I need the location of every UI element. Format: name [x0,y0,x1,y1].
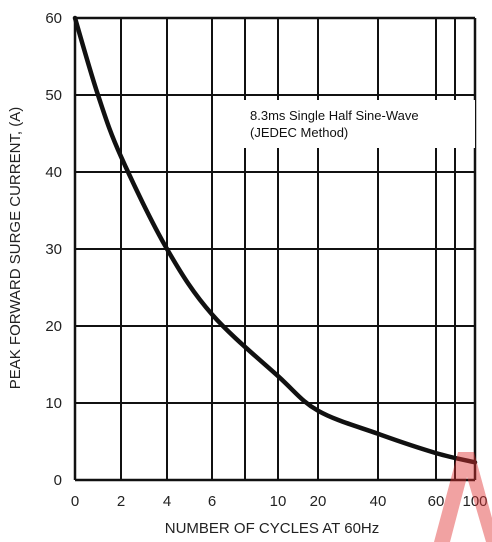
y-tick-label: 20 [45,318,62,335]
tick-labels: 0 10 20 30 40 50 60 0 2 4 6 10 20 40 60 100 [45,10,487,510]
x-tick-label: 0 [71,493,79,510]
x-tick-label: 60 [428,493,445,510]
x-tick-label: 4 [163,493,171,510]
y-tick-label: 40 [45,164,62,181]
chart-marks [72,15,478,465]
watermark-shape [434,452,492,542]
y-tick-label: 0 [54,472,62,489]
y-tick-label: 60 [45,10,62,27]
y-tick-label: 30 [45,241,62,258]
x-tick-label: 40 [370,493,387,510]
annotation-line-1: 8.3ms Single Half Sine-Wave [250,108,419,123]
annotation-box [243,100,475,148]
annotation-line-2: (JEDEC Method) [250,125,348,140]
annotation: 8.3ms Single Half Sine-Wave (JEDEC Metho… [243,100,475,148]
watermark [412,432,492,542]
x-axis-title: NUMBER OF CYCLES AT 60Hz [165,520,380,537]
y-axis-title: PEAK FORWARD SURGE CURRENT, (A) [7,107,24,390]
x-tick-label: 6 [208,493,216,510]
y-tick-label: 10 [45,395,62,412]
x-tick-label: 2 [117,493,125,510]
x-tick-label: 10 [270,493,287,510]
y-tick-label: 50 [45,87,62,104]
x-tick-label: 100 [462,493,487,510]
surge-current-curve [72,15,478,465]
x-tick-label: 20 [310,493,327,510]
